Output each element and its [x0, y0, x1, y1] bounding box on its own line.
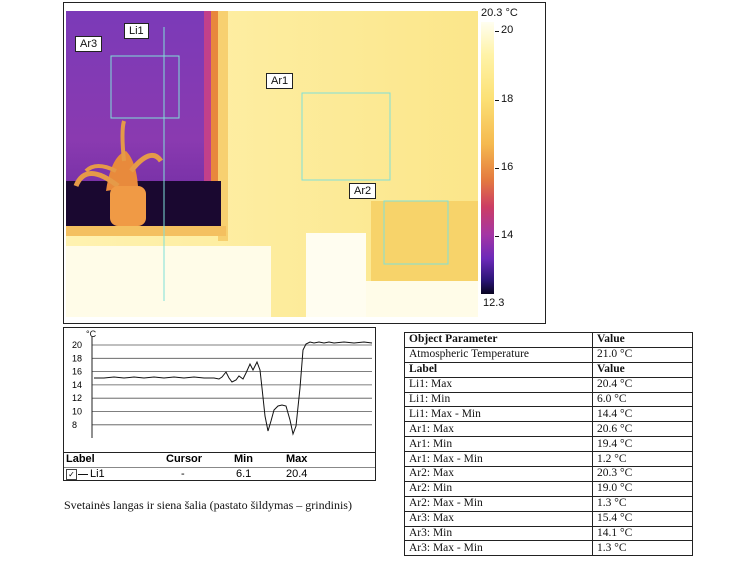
table-cell-value: 21.0 °C — [592, 346, 693, 363]
table-row: Ar1: Max - Min 1.2 °C — [404, 451, 693, 468]
legend-row-label: Li1 — [90, 468, 105, 480]
table-cell-label: Li1: Min — [404, 391, 593, 408]
scale-tick — [495, 236, 499, 237]
profile-unit: °C — [86, 329, 97, 339]
table-cell-value: 14.1 °C — [592, 525, 693, 542]
table-row: Ar3: Max - Min 1.3 °C — [404, 540, 693, 557]
legend-row: ✓ Li1 - 6.1 20.4 — [64, 467, 375, 482]
y-tick-label: 14 — [72, 380, 82, 390]
table-cell-label: Li1: Max — [404, 376, 593, 393]
table-row: Li1: Min 6.0 °C — [404, 391, 693, 408]
table-row: Li1: Max - Min 14.4 °C — [404, 406, 693, 423]
table-row: Li1: Max 20.4 °C — [404, 376, 693, 393]
table-row: Atmospheric Temperature 21.0 °C — [404, 346, 693, 363]
table-cell-label: Ar1: Min — [404, 436, 593, 453]
table-cell-label: Ar2: Max — [404, 466, 593, 482]
scale-tick — [495, 100, 499, 101]
table-cell-label: Ar3: Min — [404, 525, 593, 542]
table-cell-value: 19.4 °C — [592, 436, 693, 453]
table-cell-label: Label — [404, 361, 593, 378]
table-cell-value: 20.6 °C — [592, 421, 693, 438]
thermal-image-window: Li1 Ar3 Ar1 Ar2 20.3 °C 20 18 16 14 12.3 — [63, 2, 546, 324]
table-cell-value: 15.4 °C — [592, 510, 693, 527]
legend-header-label: Label — [66, 453, 95, 465]
table-row: Ar2: Min 19.0 °C — [404, 480, 693, 497]
table-cell-value: Value — [592, 361, 693, 378]
legend-row-cursor: - — [181, 468, 185, 480]
scale-tick-label: 18 — [501, 93, 514, 105]
table-cell-value: 1.3 °C — [592, 540, 693, 557]
table-row: Ar3: Min 14.1 °C — [404, 525, 693, 542]
header-object-parameter: Object Parameter — [404, 332, 593, 348]
legend-header-cursor: Cursor — [166, 453, 203, 465]
scale-max-label: 20.3 °C — [481, 7, 518, 19]
temperature-scale-bar — [481, 22, 494, 294]
table-row: Ar1: Max 20.6 °C — [404, 421, 693, 438]
scale-min-label: 12.3 — [483, 297, 505, 309]
y-tick-label: 16 — [72, 367, 82, 377]
li1-label[interactable]: Li1 — [124, 23, 149, 39]
table-cell-label: Ar1: Max - Min — [404, 451, 593, 468]
ar1-label[interactable]: Ar1 — [266, 73, 294, 89]
y-tick-label: 18 — [72, 353, 82, 363]
scale-tick-label: 20 — [501, 24, 514, 36]
table-cell-value: 1.3 °C — [592, 495, 693, 512]
table-row: Ar2: Max 20.3 °C — [404, 466, 693, 482]
table-row: Ar3: Max 15.4 °C — [404, 510, 693, 527]
table-cell-value: 1.2 °C — [592, 451, 693, 468]
table-cell-label: Ar2: Min — [404, 480, 593, 497]
scale-tick-label: 14 — [501, 229, 514, 241]
table-cell-value: 20.3 °C — [592, 466, 693, 482]
table-cell-label: Li1: Max - Min — [404, 406, 593, 423]
table-cell-label: Ar1: Max — [404, 421, 593, 438]
scale-tick — [495, 31, 499, 32]
scale-tick — [495, 168, 499, 169]
li1-series-swatch — [78, 474, 88, 475]
caption: Svetainės langas ir siena šalia (pastato… — [64, 498, 352, 512]
profile-panel: °C 20 18 16 14 12 10 8 Label Cursor Min Max ✓ … — [63, 327, 376, 481]
legend-header: Label Cursor Min Max — [64, 452, 375, 467]
table-cell-label: Atmospheric Temperature — [404, 346, 593, 363]
table-cell-label: Ar3: Max — [404, 510, 593, 527]
li1-visibility-checkbox[interactable]: ✓ — [66, 469, 77, 480]
y-tick-label: 20 — [72, 340, 82, 350]
legend-header-max: Max — [286, 453, 308, 465]
table-cell-value: 19.0 °C — [592, 480, 693, 497]
legend-row-min: 6.1 — [236, 468, 252, 480]
ar3-label[interactable]: Ar3 — [75, 36, 103, 52]
header-value: Value — [592, 332, 693, 348]
table-cell-label: Ar3: Max - Min — [404, 540, 593, 557]
ar2-label[interactable]: Ar2 — [349, 183, 377, 199]
table-cell-value: 20.4 °C — [592, 376, 693, 393]
legend-row-max: 20.4 — [286, 468, 308, 480]
y-tick-label: 8 — [72, 420, 77, 430]
y-tick-label: 12 — [72, 393, 82, 403]
legend-header-min: Min — [234, 453, 253, 465]
table-row: Ar2: Max - Min 1.3 °C — [404, 495, 693, 512]
table-cell-label: Ar2: Max - Min — [404, 495, 593, 512]
table-cell-value: 6.0 °C — [592, 391, 693, 408]
thermal-image[interactable] — [66, 11, 478, 317]
scale-tick-label: 16 — [501, 161, 514, 173]
table-row: Label Value — [404, 361, 693, 378]
table-header-row: Object Parameter Value — [404, 332, 693, 348]
table-cell-value: 14.4 °C — [592, 406, 693, 423]
y-tick-label: 10 — [72, 407, 82, 417]
profile-graph[interactable]: °C 20 18 16 14 12 10 8 — [64, 328, 375, 452]
table-row: Ar1: Min 19.4 °C — [404, 436, 693, 453]
parameter-table: Object Parameter Value Atmospheric Tempe… — [404, 332, 693, 557]
